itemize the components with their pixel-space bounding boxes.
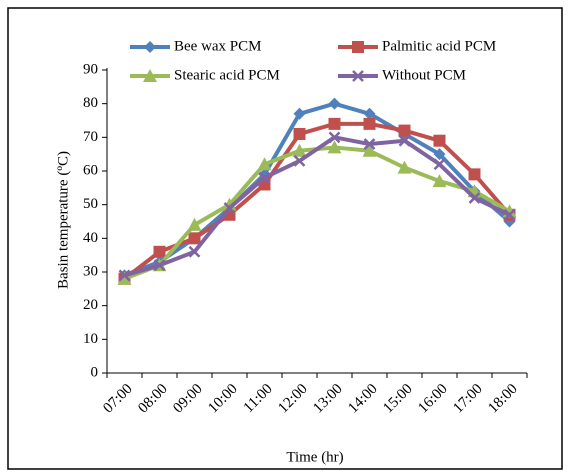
y-tick-label: 0: [91, 364, 99, 380]
y-tick-label: 80: [83, 95, 98, 111]
marker: [433, 148, 446, 161]
marker: [257, 157, 272, 171]
marker: [398, 134, 411, 147]
chart-frame: [7, 7, 563, 470]
marker: [258, 171, 271, 184]
marker: [293, 107, 306, 120]
marker: [432, 174, 447, 188]
y-tick-label: 90: [83, 61, 98, 77]
y-tick-label: 40: [83, 230, 98, 246]
marker: [433, 134, 446, 147]
marker: [188, 245, 201, 258]
marker: [352, 41, 364, 53]
marker: [328, 131, 341, 144]
marker: [363, 117, 376, 130]
y-tick-label: 50: [83, 196, 98, 212]
marker: [328, 117, 341, 130]
y-tick-label: 10: [83, 331, 98, 347]
marker: [328, 97, 341, 110]
marker: [363, 138, 376, 150]
marker: [117, 271, 132, 285]
marker: [153, 245, 166, 258]
y-tick-label: 60: [83, 162, 98, 178]
legend-label: Bee wax PCM: [174, 38, 262, 54]
x-axis-label: Time (hr): [286, 449, 343, 465]
y-tick-label: 70: [83, 129, 98, 145]
marker: [327, 140, 342, 154]
marker: [144, 41, 156, 53]
y-axis-label: Basin temperature (ºC): [55, 151, 71, 289]
series-line: [123, 135, 511, 278]
marker: [397, 160, 412, 174]
marker: [118, 269, 131, 282]
y-tick-label: 20: [83, 297, 98, 313]
marker: [398, 124, 411, 137]
marker: [188, 232, 201, 245]
y-tick-label: 30: [83, 263, 98, 279]
marker: [293, 155, 306, 167]
marker: [352, 70, 364, 82]
marker: [433, 158, 446, 171]
legend-label: Palmitic acid PCM: [382, 38, 496, 54]
marker: [153, 259, 166, 272]
marker: [187, 217, 202, 231]
marker: [468, 192, 481, 204]
marker: [143, 69, 157, 82]
marker: [292, 143, 307, 157]
marker: [503, 208, 516, 221]
marker: [468, 168, 481, 181]
marker: [363, 107, 376, 120]
legend-label: Without PCM: [382, 67, 466, 83]
marker: [293, 127, 306, 140]
marker: [223, 202, 236, 214]
marker: [362, 143, 377, 157]
legend-label: Stearic acid PCM: [174, 67, 280, 83]
